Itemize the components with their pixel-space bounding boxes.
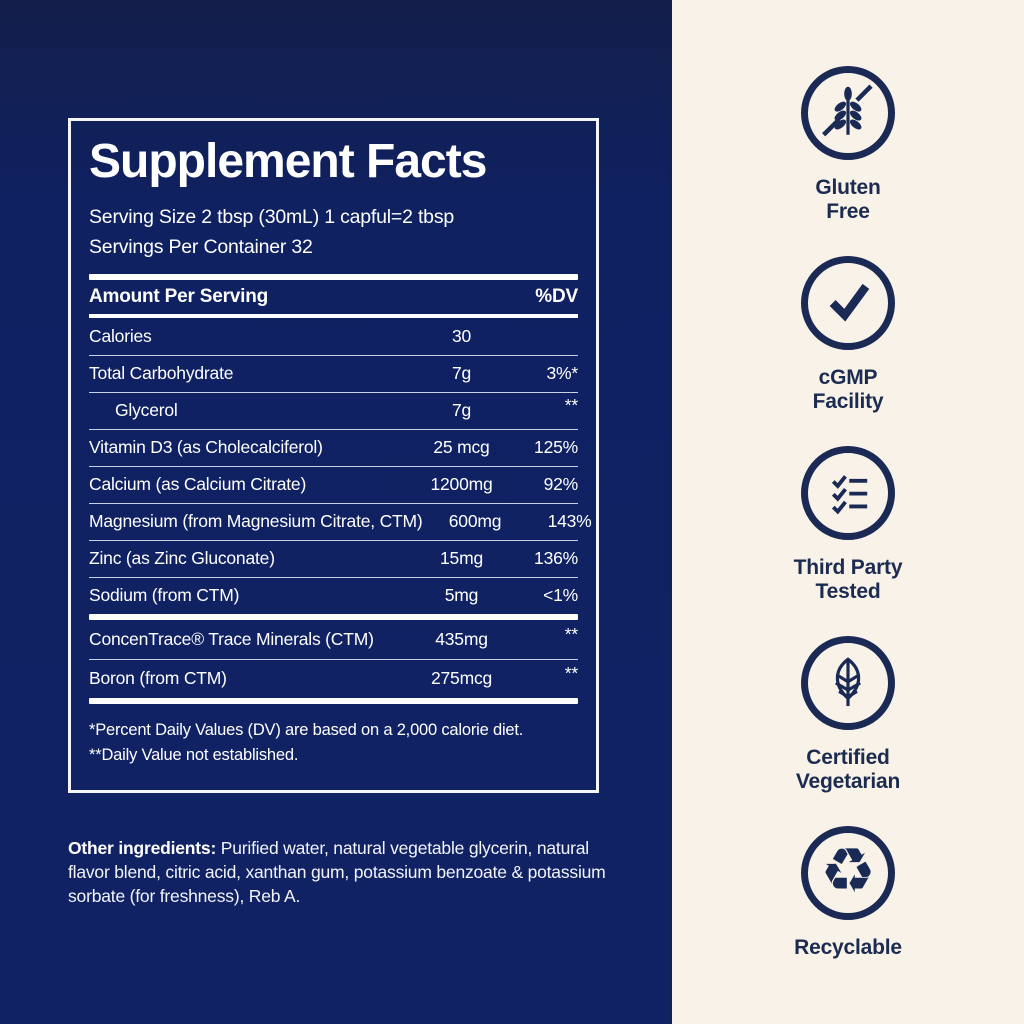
table-row: Vitamin D3 (as Cholecalciferol) 25 mcg 1… <box>89 428 578 466</box>
nutrient-name: Calories <box>89 325 152 346</box>
nutrient-name: Glycerol <box>115 400 178 421</box>
table-row: Zinc (as Zinc Gluconate) 15mg 136% <box>89 539 578 577</box>
badges-panel: Gluten Free cGMP Facility <box>670 0 1024 1024</box>
nutrient-name: Sodium (from CTM) <box>89 585 240 606</box>
nutrient-amount: 30 <box>451 325 472 346</box>
other-ingredients-label: Other ingredients: <box>68 838 217 858</box>
facts-title: Supplement Facts <box>89 135 487 188</box>
header-dv: %DV <box>535 285 578 307</box>
nutrient-dv: 92% <box>543 474 579 495</box>
nutrient-amount: 5mg <box>444 585 479 606</box>
nutrient-dv: ** <box>564 395 578 416</box>
nutrient-name: Calcium (as Calcium Citrate) <box>89 474 307 495</box>
table-row: Glycerol 7g ** <box>89 391 578 429</box>
table-row: Magnesium (from Magnesium Citrate, CTM) … <box>89 502 592 540</box>
nutrient-dv: 3%* <box>546 363 578 384</box>
nutrient-name: ConcenTrace® Trace Minerals (CTM) <box>89 628 374 649</box>
other-ingredients-text: Purified water, natural vegetable glycer… <box>68 838 606 907</box>
nutrient-amount: 600mg <box>448 511 502 532</box>
table-header: Amount Per Serving %DV <box>89 280 578 314</box>
nutrient-dv: ** <box>564 623 578 644</box>
footnotes: *Percent Daily Values (DV) are based on … <box>89 718 578 769</box>
nutrient-dv: 125% <box>534 437 578 458</box>
nutrient-dv: ** <box>564 663 578 684</box>
nutrient-amount: 1200mg <box>430 474 493 495</box>
other-ingredients: Other ingredients: Purified water, natur… <box>68 836 628 908</box>
table-row: Calcium (as Calcium Citrate) 1200mg 92% <box>89 465 579 503</box>
table-row: Boron (from CTM) 275mcg ** <box>89 658 578 698</box>
badge-label: cGMP Facility <box>812 366 884 414</box>
serving-info: Serving Size 2 tbsp (30mL) 1 capful=2 tb… <box>89 203 578 262</box>
nutrient-name: Boron (from CTM) <box>89 668 227 689</box>
checkmark-icon <box>801 256 895 350</box>
badge-recyclable: ♻ Recyclable <box>672 826 1024 960</box>
badge-cgmp-facility: cGMP Facility <box>672 256 1024 414</box>
badge-label: Gluten Free <box>815 176 881 224</box>
nutrient-amount: 7g <box>451 363 472 384</box>
badge-label: Certified Vegetarian <box>795 746 901 794</box>
table-row: Sodium (from CTM) 5mg <1% <box>89 576 578 614</box>
footnote-percent-dv: *Percent Daily Values (DV) are based on … <box>89 720 524 739</box>
nutrient-amount: 435mg <box>435 628 488 649</box>
table-row: ConcenTrace® Trace Minerals (CTM) 435mg … <box>89 620 578 659</box>
badge-label: Recyclable <box>794 936 902 959</box>
nutrient-name: Vitamin D3 (as Cholecalciferol) <box>89 437 323 458</box>
divider-medium <box>89 313 578 318</box>
nutrient-amount: 15mg <box>440 548 483 569</box>
footnote-dv-not-established: **Daily Value not established. <box>89 746 299 765</box>
nutrient-amount: 7g <box>451 400 472 421</box>
badge-label: Third Party Tested <box>793 556 903 604</box>
header-amount-per-serving: Amount Per Serving <box>89 285 269 307</box>
divider-thick <box>89 613 578 620</box>
badge-third-party-tested: Third Party Tested <box>672 446 1024 604</box>
nutrient-dv: 136% <box>534 548 578 569</box>
table-row: Total Carbohydrate 7g 3%* <box>89 354 578 392</box>
badge-gluten-free: Gluten Free <box>672 66 1024 224</box>
leaf-icon <box>801 636 895 730</box>
nutrient-amount: 25 mcg <box>433 437 490 458</box>
nutrient-amount: 275mcg <box>430 668 493 689</box>
supplement-facts-box: Supplement Facts Serving Size 2 tbsp (30… <box>68 118 599 793</box>
divider-thick <box>89 697 578 704</box>
nutrient-dv: 143% <box>547 511 592 532</box>
nutrient-name: Zinc (as Zinc Gluconate) <box>89 548 275 569</box>
badge-certified-vegetarian: Certified Vegetarian <box>672 636 1024 794</box>
checklist-icon <box>801 446 895 540</box>
nutrient-dv: <1% <box>543 585 578 606</box>
serving-size: Serving Size 2 tbsp (30mL) 1 capful=2 tb… <box>89 206 455 229</box>
nutrient-name: Magnesium (from Magnesium Citrate, CTM) <box>89 511 423 532</box>
nutrient-name: Total Carbohydrate <box>89 363 234 384</box>
recycle-icon: ♻ <box>801 826 895 920</box>
divider-thick <box>89 273 578 280</box>
table-row: Calories 30 <box>89 318 578 355</box>
servings-per-container: Servings Per Container 32 <box>89 235 313 258</box>
gluten-free-icon <box>801 66 895 160</box>
label-panel: Supplement Facts Serving Size 2 tbsp (30… <box>0 0 670 1024</box>
